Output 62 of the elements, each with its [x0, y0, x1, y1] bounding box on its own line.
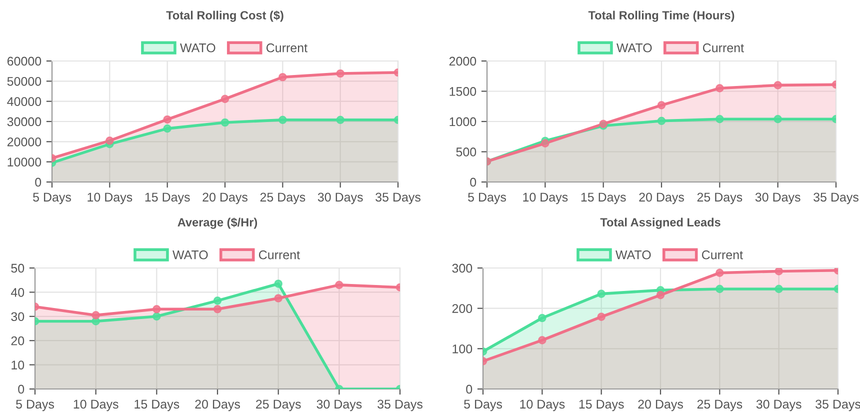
y-tick-label: 40000	[7, 97, 42, 106]
x-tick-label: 20 Days	[195, 400, 240, 412]
x-tick-label: 25 Days	[256, 400, 301, 412]
x-tick-label: 20 Days	[639, 192, 684, 204]
y-tick-label: 10000	[8, 158, 42, 166]
x-tick-label: 10 Days	[88, 192, 132, 204]
legend-label: WATO	[172, 250, 208, 260]
chart-title: Total Rolling Cost ($)	[166, 10, 284, 22]
x-tick-label: 25 Days	[697, 400, 742, 412]
legend-label: Current	[266, 43, 308, 52]
x-tick-label: 5 Days	[468, 192, 506, 204]
y-tick-label: 30	[11, 312, 24, 322]
x-tick-label: 15 Days	[581, 192, 626, 204]
x-tick-label: 15 Days	[134, 400, 180, 412]
legend-label: Current	[702, 250, 743, 260]
y-tick-label: 20000	[7, 137, 42, 146]
y-tick-label: 2000	[449, 56, 476, 66]
chart-title: Average ($/Hr)	[178, 218, 258, 229]
x-tick-label: 25 Days	[697, 192, 742, 204]
y-tick-label: 30000	[7, 117, 42, 126]
x-tick-label: 10 Days	[523, 192, 568, 204]
x-tick-label: 35 Days	[814, 192, 858, 204]
y-tick-label: 0	[466, 384, 472, 394]
y-tick-label: 10	[12, 360, 24, 370]
y-tick-label: 60000	[7, 56, 42, 66]
y-tick-label: 0	[470, 178, 476, 187]
x-tick-label: 30 Days	[316, 400, 362, 412]
y-tick-label: 500	[456, 148, 476, 156]
legend-label: WATO	[180, 43, 216, 52]
x-tick-label: 5 Days	[33, 192, 71, 204]
x-tick-label: 5 Days	[464, 400, 502, 412]
y-tick-label: 40	[10, 288, 24, 297]
x-tick-label: 25 Days	[260, 192, 306, 204]
y-tick-label: 100	[452, 344, 472, 354]
y-tick-label: 50	[11, 264, 24, 273]
y-tick-label: 20	[11, 336, 24, 346]
legend-label: Current	[258, 250, 300, 260]
legend-label: Current	[702, 43, 744, 52]
y-tick-label: 1500	[450, 87, 476, 96]
x-tick-label: 15 Days	[579, 400, 624, 412]
chart-title: Total Rolling Time (Hours)	[588, 10, 734, 22]
x-tick-label: 20 Days	[202, 192, 248, 204]
y-tick-label: 50000	[7, 76, 42, 86]
x-tick-label: 35 Days	[816, 400, 860, 412]
y-tick-label: 0	[35, 178, 42, 187]
x-tick-label: 20 Days	[638, 400, 683, 412]
chart-title: Total Assigned Leads	[600, 218, 720, 229]
y-tick-label: 1000	[450, 117, 476, 126]
x-tick-label: 15 Days	[145, 192, 190, 204]
y-tick-label: 200	[452, 304, 472, 313]
x-tick-label: 30 Days	[318, 192, 363, 204]
x-tick-label: 10 Days	[74, 400, 118, 412]
x-tick-label: 35 Days	[376, 192, 420, 204]
y-tick-label: 0	[18, 384, 24, 394]
legend-label: WATO	[616, 43, 652, 52]
x-tick-label: 30 Days	[756, 400, 802, 412]
legend-label: WATO	[616, 250, 651, 260]
x-tick-label: 5 Days	[16, 400, 54, 412]
x-tick-label: 30 Days	[755, 192, 800, 204]
y-tick-label: 300	[452, 264, 472, 273]
x-tick-label: 10 Days	[520, 400, 565, 412]
x-tick-label: 35 Days	[378, 400, 422, 412]
